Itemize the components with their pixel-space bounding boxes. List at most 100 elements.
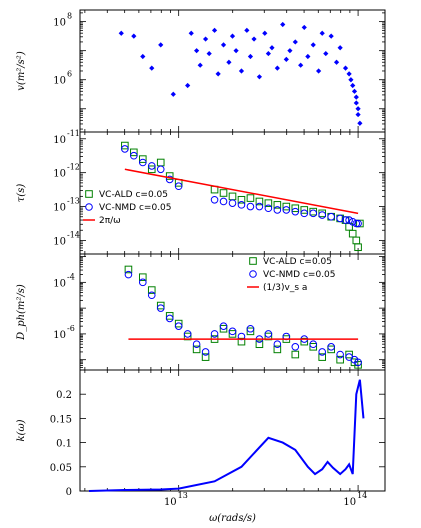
data-point (165, 312, 174, 320)
data-point (219, 324, 228, 333)
data-point (174, 182, 183, 191)
data-point (130, 151, 138, 160)
series-diffusivity-2 (124, 270, 362, 367)
y-tick-label: 0.05 (50, 463, 72, 474)
y-tick-label: 10-6 (53, 324, 75, 341)
data-point (246, 324, 255, 333)
data-point (233, 48, 239, 54)
legend-marker (85, 203, 93, 211)
data-point (345, 216, 353, 224)
data-point (354, 361, 362, 369)
data-point (219, 189, 228, 197)
legend-lifetime: VC-ALD c=0.05 VC-NMD c=0.05 2π/ω (83, 190, 172, 226)
series-lifetime-3 (124, 168, 359, 215)
series-line (124, 168, 359, 215)
y-tick-label: 0.1 (56, 439, 72, 450)
data-point (309, 340, 318, 349)
y-tick-label: 0.2 (56, 390, 72, 401)
legend-marker (85, 190, 93, 198)
data-point (156, 304, 165, 312)
data-point (219, 197, 228, 206)
data-point (287, 48, 293, 54)
data-point (220, 42, 227, 48)
y-tick-label-exp: -14 (67, 230, 80, 239)
data-point (121, 141, 129, 150)
data-point (124, 265, 133, 274)
data-point (251, 36, 257, 42)
data-point (283, 56, 289, 62)
data-point (273, 340, 282, 349)
data-point (274, 65, 280, 71)
data-point (282, 206, 291, 214)
data-point (147, 286, 156, 294)
data-point (355, 111, 361, 118)
data-point (318, 348, 327, 356)
data-point (309, 343, 318, 351)
data-point (194, 48, 200, 54)
series-lifetime-2 (121, 145, 362, 228)
data-point (342, 65, 349, 71)
data-point (291, 204, 300, 213)
data-point (255, 340, 264, 349)
data-point (185, 82, 191, 89)
data-point (156, 301, 165, 310)
y-axis-label-k: k(ω) (16, 419, 27, 441)
data-point (192, 340, 201, 349)
data-point (341, 216, 350, 224)
data-point (206, 50, 212, 57)
data-point (156, 165, 165, 174)
data-point (273, 345, 282, 354)
data-point (291, 350, 300, 359)
y-tick-label-exp: -12 (67, 163, 80, 172)
data-point (130, 148, 138, 157)
data-point (229, 33, 236, 39)
data-point (201, 348, 210, 356)
legend-label: (1/3)v_s a (263, 283, 307, 293)
y-tick-label: 108 (53, 12, 72, 29)
data-point (292, 39, 298, 45)
data-point (131, 33, 137, 39)
y-tick-label-base: 10 (53, 18, 66, 29)
panel-frame-3 (79, 253, 386, 371)
legend-label: VC-ALD c=0.05 (99, 190, 168, 200)
y-tick-label: 10-4 (53, 272, 75, 289)
data-point (346, 71, 352, 77)
y-tick-label-base: 10 (53, 135, 66, 146)
data-point (210, 195, 219, 204)
data-point (255, 202, 264, 211)
data-point (318, 353, 327, 361)
data-point (215, 71, 221, 77)
data-point (211, 27, 218, 33)
data-point (309, 209, 318, 218)
data-point (310, 42, 316, 48)
data-point (273, 206, 282, 214)
data-point (354, 358, 362, 367)
series-k-line (88, 379, 365, 492)
y-tick-label-exp: 8 (67, 12, 72, 21)
data-point (262, 30, 268, 36)
data-point (197, 62, 203, 68)
data-point (228, 330, 237, 338)
data-point (298, 62, 304, 68)
y-tick-label: 0.15 (50, 414, 72, 425)
data-point (336, 350, 344, 359)
data-point (246, 202, 255, 211)
data-point (228, 192, 237, 201)
data-point (350, 82, 356, 89)
y-tick-label: 10-12 (53, 163, 80, 180)
data-point (336, 214, 344, 223)
data-point (246, 194, 255, 202)
data-point (226, 59, 232, 65)
data-point (269, 45, 275, 51)
data-point (264, 199, 273, 207)
data-point (138, 273, 147, 281)
data-point (291, 207, 300, 216)
data-point (337, 45, 343, 51)
data-point (336, 355, 344, 364)
data-point (300, 206, 309, 214)
data-point (357, 120, 363, 126)
data-point (247, 53, 254, 60)
data-point (228, 199, 237, 207)
x-axis-label: ω(rads/s) (209, 513, 256, 524)
